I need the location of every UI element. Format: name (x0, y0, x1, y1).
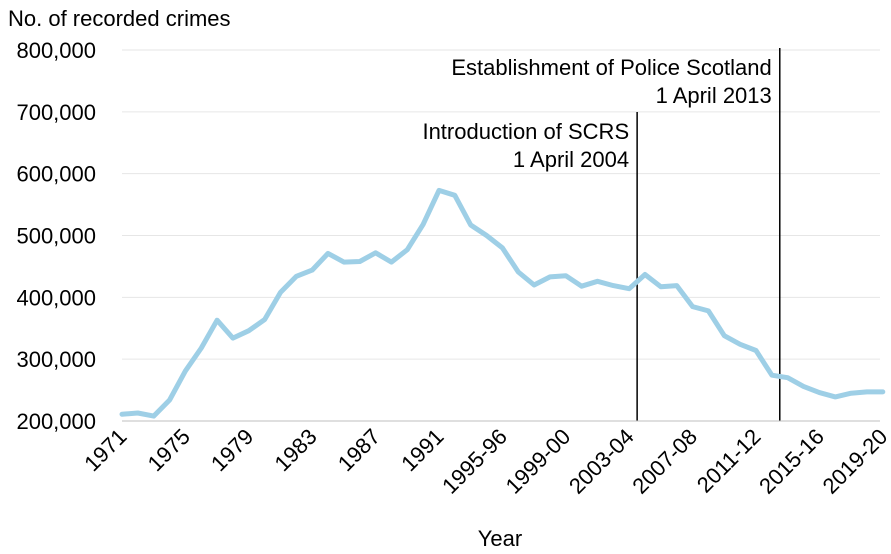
y-tick-label: 300,000 (16, 347, 96, 372)
annotation-label: Introduction of SCRS (422, 119, 629, 144)
series-line (119, 187, 886, 419)
x-tick-labels: 1971 1975 1979 1983 1987 19911995-961999-0020… (79, 424, 891, 499)
x-tick-label: 2019-20 (818, 424, 891, 499)
y-tick-label: 500,000 (16, 224, 96, 249)
x-tick-label: 1975 (143, 424, 195, 476)
annotation-date: 1 April 2013 (656, 83, 772, 108)
x-tick-label: 1987 (333, 424, 385, 476)
y-tick-label: 700,000 (16, 100, 96, 125)
x-tick-label: 2003-04 (564, 424, 639, 499)
x-axis-title: Year (478, 526, 522, 551)
y-tick-labels: 200,000 300,000 400,000 500,000 600,000 700,0… (16, 38, 96, 434)
x-tick-label: 2011-12 (692, 424, 766, 498)
x-tick-label: 2015-16 (754, 424, 829, 499)
x-tick-label: 1995-96 (437, 424, 512, 499)
y-axis-title: No. of recorded crimes (8, 6, 231, 31)
y-tick-label: 600,000 (16, 162, 96, 187)
y-tick-label: 200,000 (16, 409, 96, 434)
x-tick-label: 2007-08 (627, 424, 702, 499)
annotations: Introduction of SCRS 1 April 2004 Establis… (422, 48, 781, 421)
x-tick-label: 1999-00 (501, 424, 576, 499)
x-tick-label: 1979 (206, 424, 258, 476)
x-tick-label: 1983 (269, 424, 321, 476)
annotation-date: 1 April 2004 (513, 147, 629, 172)
gridlines (122, 49, 880, 360)
y-tick-label: 800,000 (16, 38, 96, 63)
y-tick-label: 400,000 (16, 285, 96, 310)
x-tick-label: 1991 (396, 424, 448, 476)
annotation-label: Establishment of Police Scotland (451, 55, 771, 80)
